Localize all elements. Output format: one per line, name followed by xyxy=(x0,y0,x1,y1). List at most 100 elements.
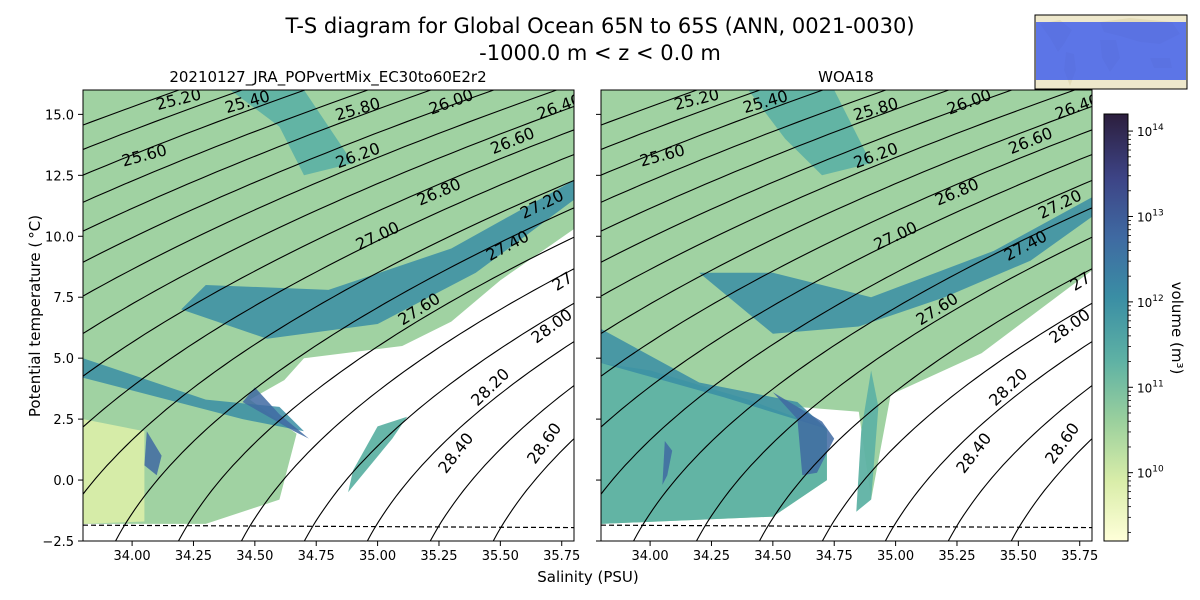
panel-model-frame xyxy=(82,89,575,542)
density-contour-28.20 xyxy=(366,340,574,541)
volume-region-6 xyxy=(662,441,673,485)
panel-woa18-title: WOA18 xyxy=(818,68,874,86)
panel-model-freezing-line xyxy=(83,524,574,529)
density-contour-27.00 xyxy=(83,153,574,428)
y-tick-label: 10.0 xyxy=(45,230,74,245)
colorbar: 1010 1011 1012 1013 1014 volume (m³) xyxy=(1103,113,1186,542)
density-contour-26.40 xyxy=(601,90,1077,297)
colorbar-tick-label: 1013 xyxy=(1137,208,1164,224)
density-contour-26.60 xyxy=(83,105,574,335)
density-contour-25.80 xyxy=(601,90,888,203)
y-axis-label: Potential temperature ( °C) xyxy=(26,215,44,417)
panel-woa18-density-contours xyxy=(601,90,1092,541)
density-contour-26.00 xyxy=(83,90,433,232)
density-contour-25.60 xyxy=(601,90,825,176)
volume-region-1 xyxy=(601,363,827,524)
density-contour-27.20 xyxy=(601,179,1092,496)
x-tick-label: 34.50 xyxy=(754,549,791,564)
inset-map-region xyxy=(1036,22,1186,80)
density-contour-26.60 xyxy=(601,105,1092,335)
density-contour-27.60 xyxy=(695,236,1092,541)
density-contour-27.60 xyxy=(177,236,574,541)
density-contour-28.20 xyxy=(884,340,1092,541)
volume-region-7 xyxy=(856,370,879,512)
panel-model-y-ticks: −2.5 0.0 2.5 5.0 7.5 10.0 12.5 15.0 xyxy=(42,108,83,550)
density-contour-25.80 xyxy=(83,90,370,203)
colorbar-ticks: 1010 1011 1012 1013 1014 xyxy=(1128,123,1164,533)
density-contour-25.40 xyxy=(601,90,762,151)
colorbar-tick-label: 1014 xyxy=(1137,123,1164,139)
x-tick-label: 35.25 xyxy=(420,549,457,564)
panel-model: 20210127_JRA_POPvertMix_EC30to60E2r2 25.… xyxy=(42,68,580,564)
density-contour-27.40 xyxy=(114,207,574,541)
density-contour-26.80 xyxy=(83,129,574,377)
y-tick-label: −2.5 xyxy=(42,535,74,550)
volume-region-4 xyxy=(181,180,574,339)
density-contour-28.40 xyxy=(947,384,1092,541)
x-tick-label: 34.75 xyxy=(298,549,335,564)
x-tick-label: 34.75 xyxy=(816,549,853,564)
x-tick-label: 34.25 xyxy=(693,549,730,564)
x-tick-label: 35.00 xyxy=(877,549,914,564)
density-contour-26.20 xyxy=(601,90,1014,263)
x-tick-label: 34.00 xyxy=(631,549,668,564)
panel-model-density-contours xyxy=(83,90,574,541)
y-tick-label: 15.0 xyxy=(45,108,74,123)
panel-model-title: 20210127_JRA_POPvertMix_EC30to60E2r2 xyxy=(169,68,486,87)
panel-woa18-y-ticks xyxy=(596,113,601,542)
x-tick-label: 35.50 xyxy=(1000,549,1037,564)
density-contour-28.00 xyxy=(821,302,1092,541)
colorbar-gradient xyxy=(1103,113,1129,542)
volume-region-1 xyxy=(83,419,145,524)
x-tick-label: 34.00 xyxy=(113,549,150,564)
density-contour-25.60 xyxy=(83,90,307,176)
colorbar-tick-label: 1010 xyxy=(1137,465,1164,481)
y-tick-label: 12.5 xyxy=(45,169,74,184)
density-contour-25.40 xyxy=(83,90,244,151)
density-contour-28.40 xyxy=(429,384,574,541)
panel-woa18-frame xyxy=(600,89,1093,542)
density-contour-28.60 xyxy=(1010,437,1092,541)
volume-region-4 xyxy=(699,197,1092,334)
panel-woa18-freezing-line xyxy=(601,524,1092,529)
density-contour-27.40 xyxy=(632,207,1092,541)
colorbar-label: volume (m³) xyxy=(1168,282,1186,375)
panel-model-x-ticks: 34.00 34.25 34.50 34.75 35.00 35.25 35.50 35.75 xyxy=(113,541,580,564)
volume-region-3 xyxy=(242,387,309,439)
figure-title-line1: T-S diagram for Global Ocean 65N to 65S … xyxy=(284,14,914,38)
density-contour-26.80 xyxy=(601,129,1092,377)
x-tick-label: 35.00 xyxy=(359,549,396,564)
y-tick-label: 0.0 xyxy=(53,474,74,489)
volume-region-2 xyxy=(83,358,304,432)
volume-region-7 xyxy=(348,416,408,493)
x-tick-label: 35.75 xyxy=(1061,549,1098,564)
x-tick-label: 35.50 xyxy=(482,549,519,564)
colorbar-tick-label: 1011 xyxy=(1137,379,1164,395)
y-tick-label: 7.5 xyxy=(53,291,74,306)
x-tick-label: 35.75 xyxy=(543,549,580,564)
figure-title-line2: -1000.0 m < z < 0.0 m xyxy=(479,41,721,65)
density-contour-26.20 xyxy=(83,90,496,263)
x-tick-label: 34.25 xyxy=(175,549,212,564)
density-contour-27.20 xyxy=(83,179,574,496)
volume-region-6 xyxy=(144,431,162,476)
volume-region-2 xyxy=(601,328,827,429)
y-tick-label: 5.0 xyxy=(53,352,74,367)
density-contour-26.00 xyxy=(601,90,951,232)
density-contour-27.00 xyxy=(601,153,1092,428)
region-inset-map xyxy=(1034,14,1188,90)
density-contour-27.80 xyxy=(758,268,1092,541)
x-axis-label: Salinity (PSU) xyxy=(537,568,639,586)
colorbar-tick-label: 1012 xyxy=(1137,294,1164,310)
x-tick-label: 34.50 xyxy=(236,549,273,564)
volume-region-3 xyxy=(772,392,835,476)
x-tick-label: 35.25 xyxy=(938,549,975,564)
panel-woa18-x-ticks: 34.00 34.25 34.50 34.75 35.00 35.25 35.50 35.75 xyxy=(631,541,1098,564)
density-contour-27.80 xyxy=(240,268,574,541)
y-tick-label: 2.5 xyxy=(53,413,74,428)
density-contour-28.00 xyxy=(303,302,574,541)
density-contour-26.40 xyxy=(83,90,559,297)
density-contour-28.60 xyxy=(492,437,574,541)
